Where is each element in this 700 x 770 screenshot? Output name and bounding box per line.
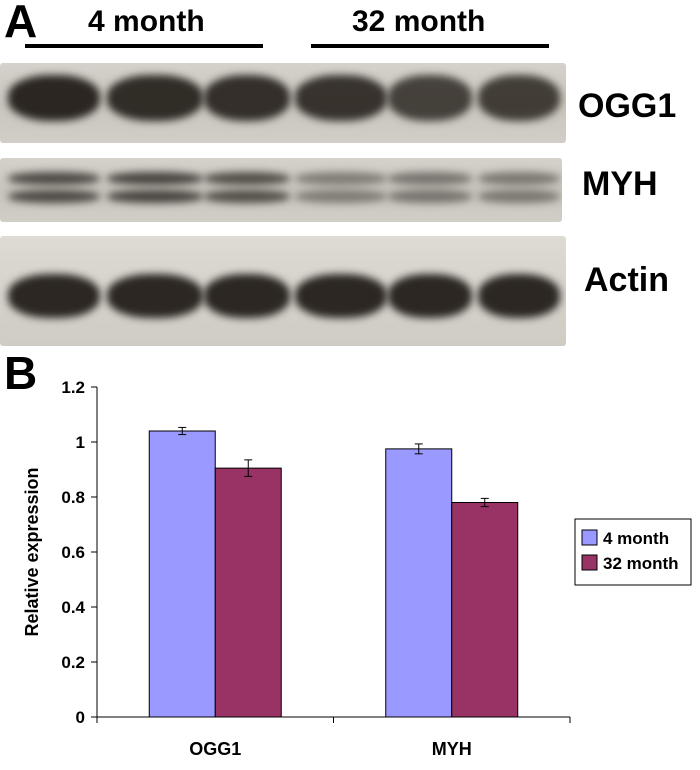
blot-band [478,172,560,185]
blot-band [295,75,387,121]
y-tick-label: 0 [76,708,85,727]
blot-actin [0,236,566,346]
y-tick-label: 0.6 [61,543,85,562]
blot-band [204,190,290,203]
bar-myh-0 [385,448,453,718]
y-tick-label: 1.2 [61,378,85,397]
blot-band [388,190,472,203]
panel-b-letter: B [4,347,38,399]
legend-swatch [581,554,598,571]
blot-label-myh: MYH [582,165,658,203]
x-category-label: MYH [432,739,472,759]
blot-band [388,75,472,121]
blot-label-ogg1: OGG1 [578,87,677,125]
legend-label: 4 month [603,529,669,548]
y-tick-label: 0.8 [61,488,85,507]
blot-band [478,190,560,203]
blot-ogg1 [0,63,566,143]
y-tick-label: 0.2 [61,653,85,672]
blot-band [8,75,100,121]
blot-band [388,172,472,185]
blot-band [295,172,387,185]
blot-myh [0,158,562,222]
blot-band [388,274,472,318]
blot-band [8,172,100,185]
blot-band [8,274,100,318]
y-axis-label: Relative expression [22,467,42,636]
blot-band [107,190,203,203]
panel-a-letter: A [4,0,38,47]
blot-band [478,274,560,318]
x-category-label: OGG1 [189,739,241,759]
blot-label-actin: Actin [584,261,669,299]
group-label-4-month: 4 month [88,5,205,38]
blot-band [204,172,290,185]
group-bracket-32-month [311,44,549,48]
blot-band [8,190,100,203]
blot-band [295,190,387,203]
blot-band [204,274,290,318]
blot-band [478,75,560,121]
blot-band [107,172,203,185]
blot-band [204,75,290,121]
group-bracket-4-month [25,44,263,48]
bar-ogg1-0 [148,430,216,718]
y-tick-label: 1 [76,433,85,452]
bar-ogg1-1 [214,467,282,718]
blot-band [295,274,387,318]
legend-swatch [581,529,598,546]
group-label-32-month: 32 month [352,5,486,38]
blot-band [107,274,203,318]
bar-myh-1 [451,502,519,718]
y-tick-label: 0.4 [61,598,85,617]
legend-label: 32 month [603,554,679,573]
blot-band [107,75,203,121]
